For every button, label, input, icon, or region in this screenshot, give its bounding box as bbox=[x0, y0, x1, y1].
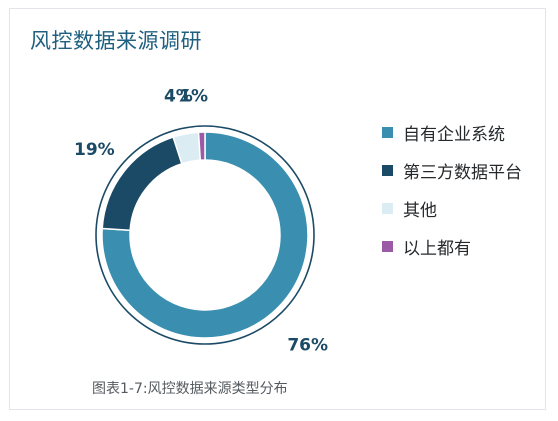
legend-swatch bbox=[382, 240, 393, 252]
legend-label: 自有企业系统 bbox=[403, 124, 505, 145]
chart-legend: 自有企业系统 第三方数据平台 其他 以上都有 bbox=[382, 113, 522, 265]
donut-slices bbox=[101, 131, 309, 339]
legend-item-all: 以上都有 bbox=[382, 227, 522, 265]
legend-label: 以上都有 bbox=[403, 238, 471, 259]
outer-ring-circle bbox=[95, 125, 315, 345]
label-other: 4% bbox=[164, 87, 193, 107]
legend-item-other: 其他 bbox=[382, 189, 522, 227]
legend-swatch bbox=[382, 164, 393, 176]
label-third-party: 19% bbox=[74, 140, 115, 160]
outer-ring bbox=[95, 125, 315, 345]
slice-own-system bbox=[101, 131, 309, 339]
chart-title: 风控数据来源调研 bbox=[30, 29, 202, 53]
legend-swatch bbox=[382, 126, 393, 138]
legend-label: 其他 bbox=[403, 200, 437, 221]
legend-item-own-system: 自有企业系统 bbox=[382, 113, 522, 151]
legend-label: 第三方数据平台 bbox=[403, 162, 522, 183]
label-all: 1% bbox=[179, 86, 208, 106]
label-own-system: 76% bbox=[287, 335, 328, 355]
slice-labels: 76% 19% 4%1% bbox=[74, 86, 328, 355]
legend-item-third-party: 第三方数据平台 bbox=[382, 151, 522, 189]
legend-swatch bbox=[382, 202, 393, 214]
slice-all bbox=[197, 131, 206, 161]
figure-caption: 图表1-7:风控数据来源类型分布 bbox=[92, 381, 288, 397]
